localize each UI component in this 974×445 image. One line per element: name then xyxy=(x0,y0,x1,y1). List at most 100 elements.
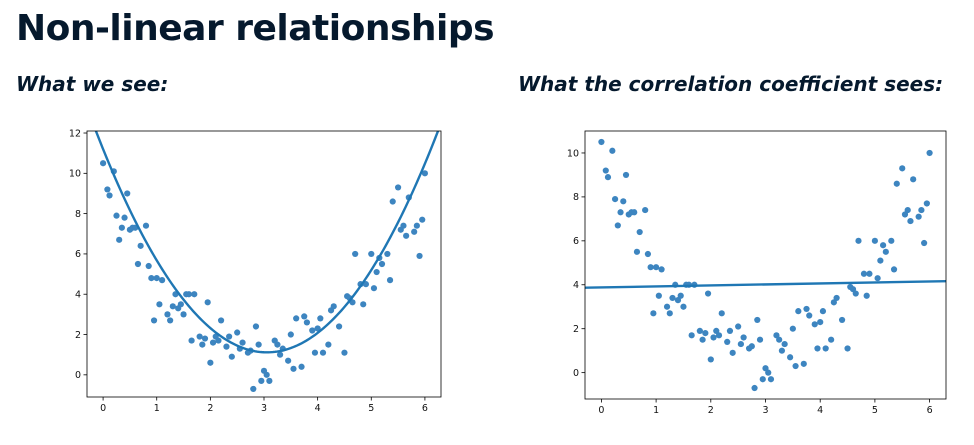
data-point xyxy=(400,222,407,229)
data-point xyxy=(866,270,873,277)
data-point xyxy=(416,252,423,260)
data-point xyxy=(285,357,292,364)
data-point xyxy=(145,262,152,270)
data-point xyxy=(718,310,725,317)
data-point xyxy=(106,192,113,199)
data-point xyxy=(276,351,284,358)
data-point xyxy=(604,174,612,181)
data-point xyxy=(879,242,887,249)
data-point xyxy=(899,165,906,172)
data-point xyxy=(258,377,265,384)
data-point xyxy=(792,362,799,370)
data-point xyxy=(729,349,736,356)
data-point xyxy=(234,329,241,336)
data-point xyxy=(373,268,380,276)
x-tick-label: 2 xyxy=(708,405,714,416)
data-point xyxy=(707,356,714,363)
data-point xyxy=(330,303,337,310)
data-point xyxy=(923,200,930,207)
data-point xyxy=(838,316,846,324)
data-point xyxy=(148,275,155,282)
data-point xyxy=(696,327,703,335)
data-point xyxy=(153,275,160,282)
data-point xyxy=(633,248,641,255)
data-point xyxy=(748,343,755,350)
x-tick-label: 3 xyxy=(762,405,768,416)
data-point xyxy=(874,275,881,282)
data-point xyxy=(852,290,859,297)
data-point xyxy=(655,292,662,299)
data-point xyxy=(658,266,665,273)
data-point xyxy=(699,336,706,343)
data-point xyxy=(598,138,605,146)
data-point xyxy=(806,312,813,319)
data-point xyxy=(370,285,378,292)
data-point xyxy=(250,385,257,393)
data-point xyxy=(817,319,824,326)
data-point xyxy=(666,310,673,317)
data-point xyxy=(394,184,402,191)
data-point xyxy=(890,266,898,273)
data-point xyxy=(819,308,827,315)
data-point xyxy=(113,212,120,219)
data-point xyxy=(759,376,766,383)
data-point xyxy=(325,341,332,348)
data-point xyxy=(228,353,235,360)
y-tick-label: 4 xyxy=(573,280,579,291)
data-point xyxy=(617,209,624,216)
y-tick-label: 10 xyxy=(69,169,81,180)
data-point xyxy=(142,222,150,229)
data-point xyxy=(756,336,764,343)
x-tick-label: 5 xyxy=(368,403,374,414)
data-point xyxy=(778,347,786,354)
y-tick-label: 4 xyxy=(75,290,81,301)
data-point xyxy=(844,345,851,352)
data-point xyxy=(158,277,166,284)
data-point xyxy=(167,317,174,324)
data-point xyxy=(907,217,914,225)
data-point xyxy=(199,341,206,348)
y-tick-label: 12 xyxy=(69,128,81,139)
data-point xyxy=(207,359,214,366)
data-point xyxy=(215,337,222,344)
x-tick-label: 4 xyxy=(817,405,823,416)
data-point xyxy=(609,147,616,154)
y-tick-label: 8 xyxy=(75,209,81,220)
data-point xyxy=(209,339,217,346)
x-tick-label: 6 xyxy=(927,405,933,416)
data-point xyxy=(352,250,359,258)
data-point xyxy=(789,325,796,332)
fit-line xyxy=(94,131,440,354)
data-point xyxy=(737,340,744,348)
data-point xyxy=(910,176,917,183)
data-point xyxy=(156,301,163,308)
data-point xyxy=(124,190,131,197)
data-point xyxy=(622,171,630,179)
data-point xyxy=(317,315,324,322)
data-point xyxy=(642,206,649,214)
data-point xyxy=(702,329,709,337)
data-point xyxy=(413,222,420,229)
data-point xyxy=(860,270,868,277)
data-point xyxy=(287,331,294,338)
data-point xyxy=(386,277,394,284)
left-caption: What we see: xyxy=(16,72,169,96)
data-point xyxy=(421,170,429,177)
y-tick-label: 6 xyxy=(75,249,81,260)
data-point xyxy=(822,345,829,352)
y-tick-label: 0 xyxy=(573,368,579,379)
data-point xyxy=(650,310,657,317)
data-point xyxy=(389,198,396,205)
data-point xyxy=(795,308,802,315)
data-point xyxy=(663,303,671,310)
data-point xyxy=(636,228,643,236)
data-point xyxy=(303,319,311,326)
data-point xyxy=(631,209,638,216)
right-caption: What the correlation coefficient sees: xyxy=(518,72,944,96)
data-point xyxy=(767,376,775,383)
data-point xyxy=(704,290,712,297)
y-tick-label: 2 xyxy=(75,330,81,341)
data-point xyxy=(680,303,687,310)
data-point xyxy=(915,213,922,220)
